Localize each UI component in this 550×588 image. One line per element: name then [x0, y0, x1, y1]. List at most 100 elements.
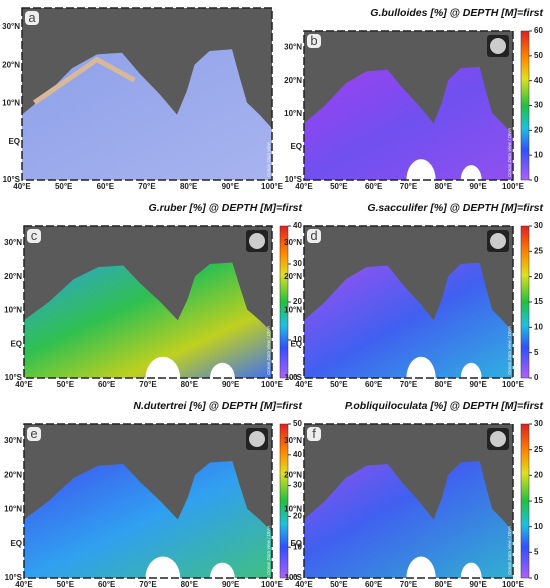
lat-label: 10°S: [5, 373, 23, 382]
colorbar-label: 20: [293, 297, 302, 306]
colorbar: [520, 30, 530, 181]
colorbar-label: 40: [534, 76, 543, 85]
lon-label: 40°E: [13, 182, 31, 191]
colorbar-label: 0: [534, 175, 539, 184]
panel-label: c: [31, 228, 38, 243]
colorbar: [520, 225, 530, 379]
lon-label: 40°E: [295, 380, 313, 389]
watermark: Ocean Data View / DIVA: [507, 128, 512, 177]
colorbar-label: 20: [534, 272, 543, 281]
colorbar-label: 30: [293, 481, 302, 490]
lat-label: 20°N: [4, 272, 22, 281]
lon-label: 50°E: [330, 580, 348, 588]
panel-title: P.obliquiloculata [%] @ DEPTH [M]=first: [345, 400, 544, 412]
lon-label: 60°E: [365, 182, 383, 191]
panel-label: a: [28, 10, 36, 25]
map-panel: [24, 424, 272, 588]
colorbar-label: 0: [534, 573, 539, 582]
colorbar-label: 50: [293, 419, 302, 428]
panel-label-box: [27, 427, 41, 441]
colorbar-label: 20: [293, 512, 302, 521]
colorbar-label: 25: [534, 246, 543, 255]
colorbar-label: 15: [534, 496, 543, 505]
panel-label-box: [27, 229, 41, 243]
specimen-image: [249, 431, 265, 447]
ocean: [24, 262, 272, 378]
lon-label: 70°E: [139, 380, 157, 389]
lon-label: 100°E: [502, 580, 525, 588]
ocean: [304, 262, 513, 378]
ocean: [304, 66, 513, 180]
lon-label: 60°E: [98, 380, 116, 389]
no-data: [145, 556, 181, 588]
lon-label: 100°E: [502, 182, 525, 191]
panel-label-box: [307, 427, 321, 441]
lat-label: 10°S: [5, 573, 23, 582]
panel-title: G.bulloides [%] @ DEPTH [M]=first: [370, 7, 543, 19]
lon-label: 70°E: [139, 580, 157, 588]
lon-label: 50°E: [330, 380, 348, 389]
lat-label: 10°S: [285, 373, 303, 382]
lon-label: 80°E: [181, 580, 199, 588]
map-frame: [23, 225, 273, 379]
panel-label-box: [25, 11, 39, 25]
lon-label: 50°E: [57, 380, 75, 389]
lon-label: 90°E: [222, 380, 240, 389]
map-frame: [303, 30, 514, 181]
colorbar-label: 40: [293, 450, 302, 459]
lon-label: 90°E: [469, 182, 487, 191]
no-data: [406, 556, 436, 588]
lon-label: 90°E: [222, 580, 240, 588]
lon-label: 70°E: [400, 380, 418, 389]
lat-label: 10°N: [284, 306, 302, 315]
lon-label: 50°E: [57, 580, 75, 588]
colorbar-label: 20: [534, 125, 543, 134]
watermark: Ocean Data View: [266, 141, 271, 177]
lon-label: 80°E: [435, 580, 453, 588]
colorbar-label: 0: [293, 573, 298, 582]
map-panel: [304, 226, 513, 400]
no-data: [210, 362, 235, 394]
watermark: Ocean Data View / DIVA: [266, 326, 271, 375]
colorbar-label: 10: [293, 542, 302, 551]
lon-label: 80°E: [181, 380, 199, 389]
watermark: Ocean Data View / DIVA: [507, 526, 512, 575]
no-data: [210, 562, 235, 588]
lon-label: 70°E: [400, 580, 418, 588]
specimen-image: [249, 233, 265, 249]
panel-title: N.dutertrei [%] @ DEPTH [M]=first: [133, 400, 302, 412]
colorbar-label: 40: [293, 221, 302, 230]
colorbar-label: 30: [534, 221, 543, 230]
lon-label: 60°E: [97, 182, 115, 191]
colorbar-label: 5: [534, 547, 539, 556]
lat-label: 30°N: [2, 22, 20, 31]
lat-label: 10°N: [284, 505, 302, 514]
panel-label-box: [307, 229, 321, 243]
lat-label: EQ: [10, 339, 22, 348]
lon-label: 100°E: [502, 380, 525, 389]
lon-label: 60°E: [365, 380, 383, 389]
ocean: [304, 461, 513, 578]
watermark: Ocean Data View / DIVA: [266, 526, 271, 575]
panel-label: f: [312, 426, 316, 441]
colorbar: [520, 423, 530, 579]
colorbar-label: 30: [534, 419, 543, 428]
lon-label: 100°E: [261, 182, 284, 191]
lon-label: 60°E: [365, 580, 383, 588]
lon-label: 100°E: [261, 580, 284, 588]
colorbar-label: 0: [534, 373, 539, 382]
map-panel: [22, 8, 272, 180]
lon-label: 40°E: [295, 580, 313, 588]
lat-label: 20°N: [284, 470, 302, 479]
map-panel: [304, 31, 513, 201]
colorbar-label: 25: [534, 445, 543, 454]
colorbar-label: 0: [293, 373, 298, 382]
panel-label-box: [307, 34, 321, 48]
coast: [33, 56, 136, 105]
lat-label: 10°N: [284, 109, 302, 118]
lon-label: 40°E: [15, 580, 33, 588]
map-panel: [24, 226, 272, 400]
ocean: [24, 461, 272, 578]
lon-label: 80°E: [180, 182, 198, 191]
colorbar-label: 10: [534, 150, 543, 159]
